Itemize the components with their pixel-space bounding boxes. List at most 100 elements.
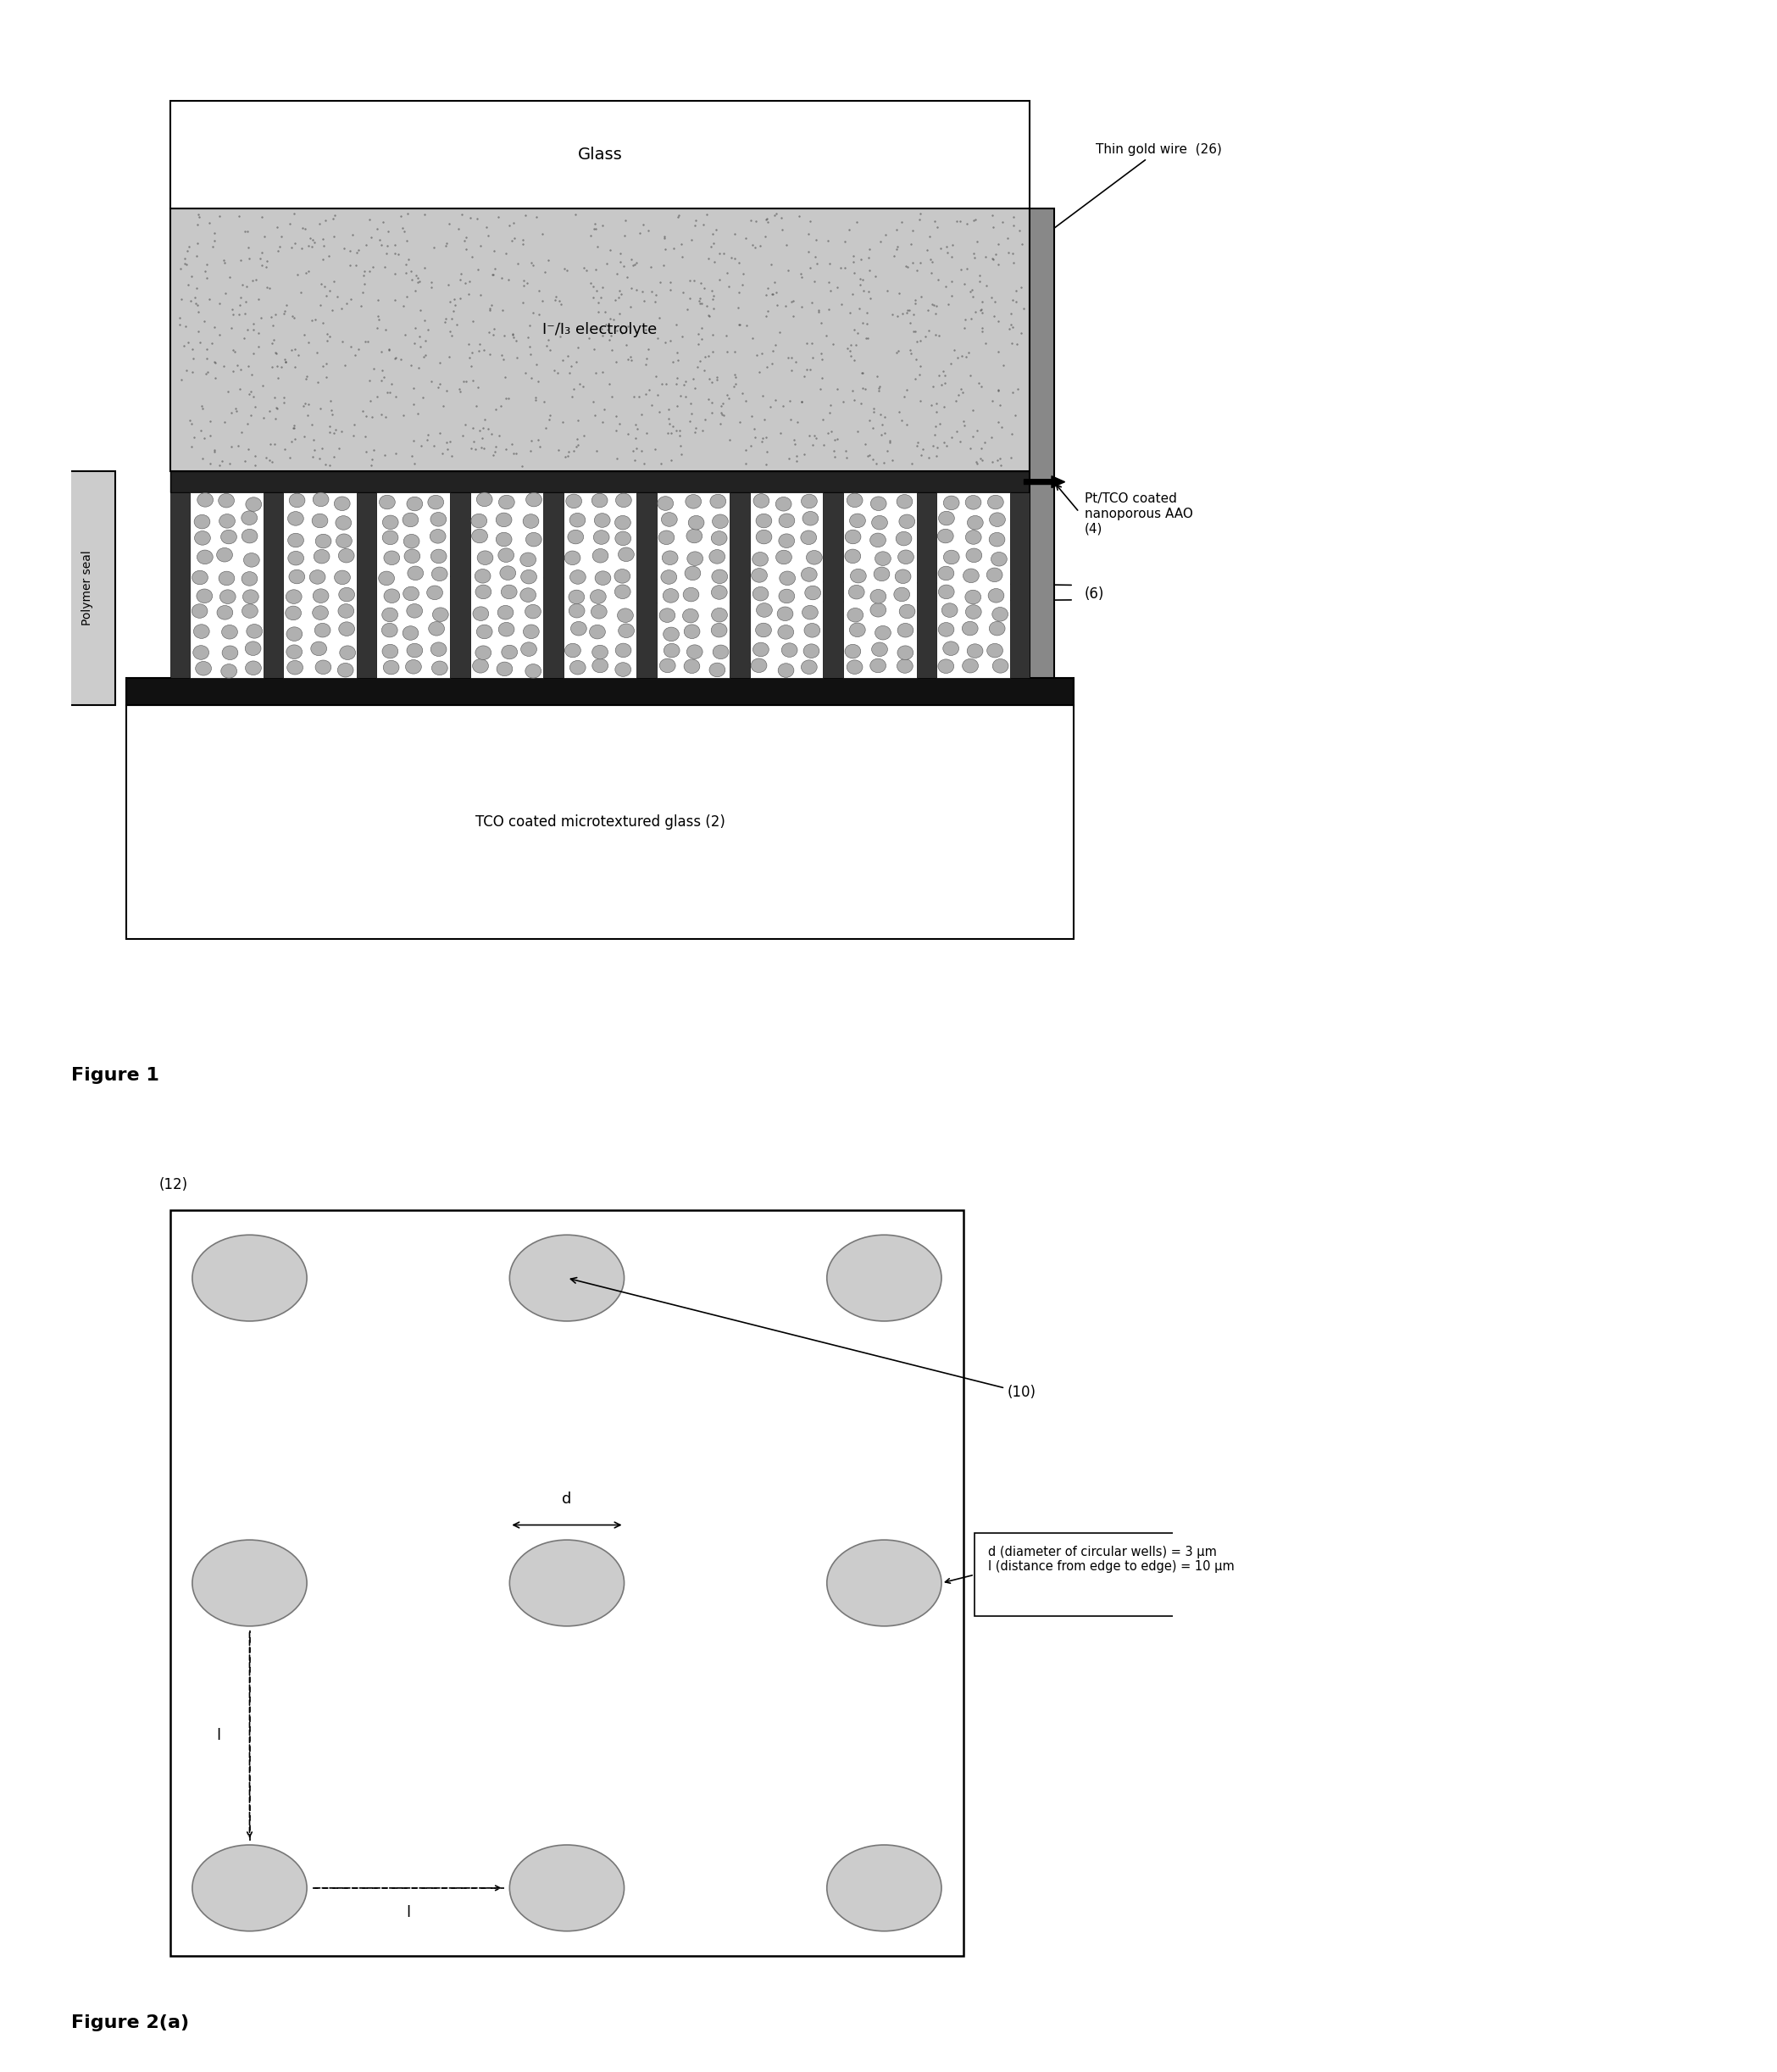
Point	[226, 373, 254, 406]
Point	[364, 300, 393, 334]
Point	[775, 385, 803, 419]
Point	[299, 230, 327, 263]
Point	[665, 419, 693, 452]
Circle shape	[992, 551, 1008, 566]
Point	[595, 234, 624, 267]
Point	[970, 240, 999, 274]
Point	[924, 319, 952, 352]
Circle shape	[849, 514, 865, 528]
Circle shape	[315, 624, 331, 638]
Bar	[656, 493, 730, 678]
Point	[428, 437, 457, 470]
Point	[482, 251, 510, 284]
Point	[249, 402, 277, 435]
Point	[963, 445, 992, 479]
Point	[457, 336, 485, 369]
Point	[252, 271, 281, 305]
Point	[469, 334, 498, 367]
Point	[300, 226, 329, 259]
Point	[851, 427, 880, 460]
Circle shape	[615, 493, 631, 508]
Point	[622, 423, 650, 456]
Point	[965, 367, 993, 400]
Circle shape	[711, 530, 727, 545]
Circle shape	[382, 516, 398, 528]
Point	[775, 342, 803, 375]
Circle shape	[407, 497, 423, 512]
Point	[867, 408, 896, 441]
Circle shape	[873, 516, 887, 530]
Point	[682, 410, 711, 443]
Point	[958, 421, 986, 454]
Circle shape	[313, 605, 329, 620]
Point	[201, 224, 229, 257]
Point	[887, 404, 915, 437]
Point	[229, 321, 258, 354]
Point	[610, 220, 638, 253]
Point	[963, 226, 992, 259]
Point	[698, 336, 727, 369]
Point	[922, 410, 951, 443]
Point	[581, 400, 610, 433]
Circle shape	[963, 568, 979, 582]
Point	[965, 259, 993, 292]
Point	[883, 334, 912, 367]
Point	[780, 427, 809, 460]
Point	[263, 336, 291, 369]
Point	[435, 207, 464, 240]
Point	[311, 280, 339, 313]
Point	[320, 441, 348, 474]
Point	[641, 286, 670, 319]
Point	[261, 427, 290, 460]
Point	[666, 414, 695, 448]
Point	[787, 290, 816, 323]
Point	[291, 257, 320, 290]
Point	[434, 269, 462, 303]
Point	[563, 332, 592, 365]
Point	[295, 387, 323, 421]
Point	[263, 234, 291, 267]
Point	[178, 332, 206, 365]
Circle shape	[501, 584, 517, 599]
Circle shape	[684, 624, 700, 638]
Point	[689, 354, 718, 387]
Point	[602, 315, 631, 348]
Point	[279, 197, 307, 230]
Point	[841, 383, 869, 416]
Bar	[171, 493, 190, 678]
Point	[238, 307, 267, 340]
Point	[213, 375, 242, 408]
Point	[956, 433, 984, 466]
Point	[681, 416, 709, 450]
Point	[913, 232, 942, 265]
Point	[984, 228, 1013, 261]
Point	[629, 284, 657, 317]
Bar	[171, 1210, 963, 1956]
Point	[233, 408, 261, 441]
Point	[814, 224, 842, 257]
Point	[263, 211, 291, 244]
Point	[272, 344, 300, 377]
Point	[956, 303, 984, 336]
Point	[569, 419, 597, 452]
Point	[816, 387, 844, 421]
Circle shape	[988, 495, 1004, 510]
Point	[652, 367, 681, 400]
Circle shape	[522, 514, 538, 528]
Point	[391, 257, 419, 290]
Circle shape	[713, 514, 729, 528]
Point	[487, 338, 515, 371]
Point	[999, 247, 1027, 280]
Point	[187, 390, 215, 423]
Point	[817, 274, 846, 307]
Point	[691, 404, 720, 437]
Point	[185, 201, 213, 234]
Point	[535, 402, 563, 435]
Point	[217, 311, 245, 344]
Point	[466, 278, 494, 311]
Point	[258, 350, 286, 383]
Point	[700, 247, 729, 280]
Point	[233, 215, 261, 249]
Point	[716, 423, 745, 456]
Circle shape	[848, 493, 862, 508]
